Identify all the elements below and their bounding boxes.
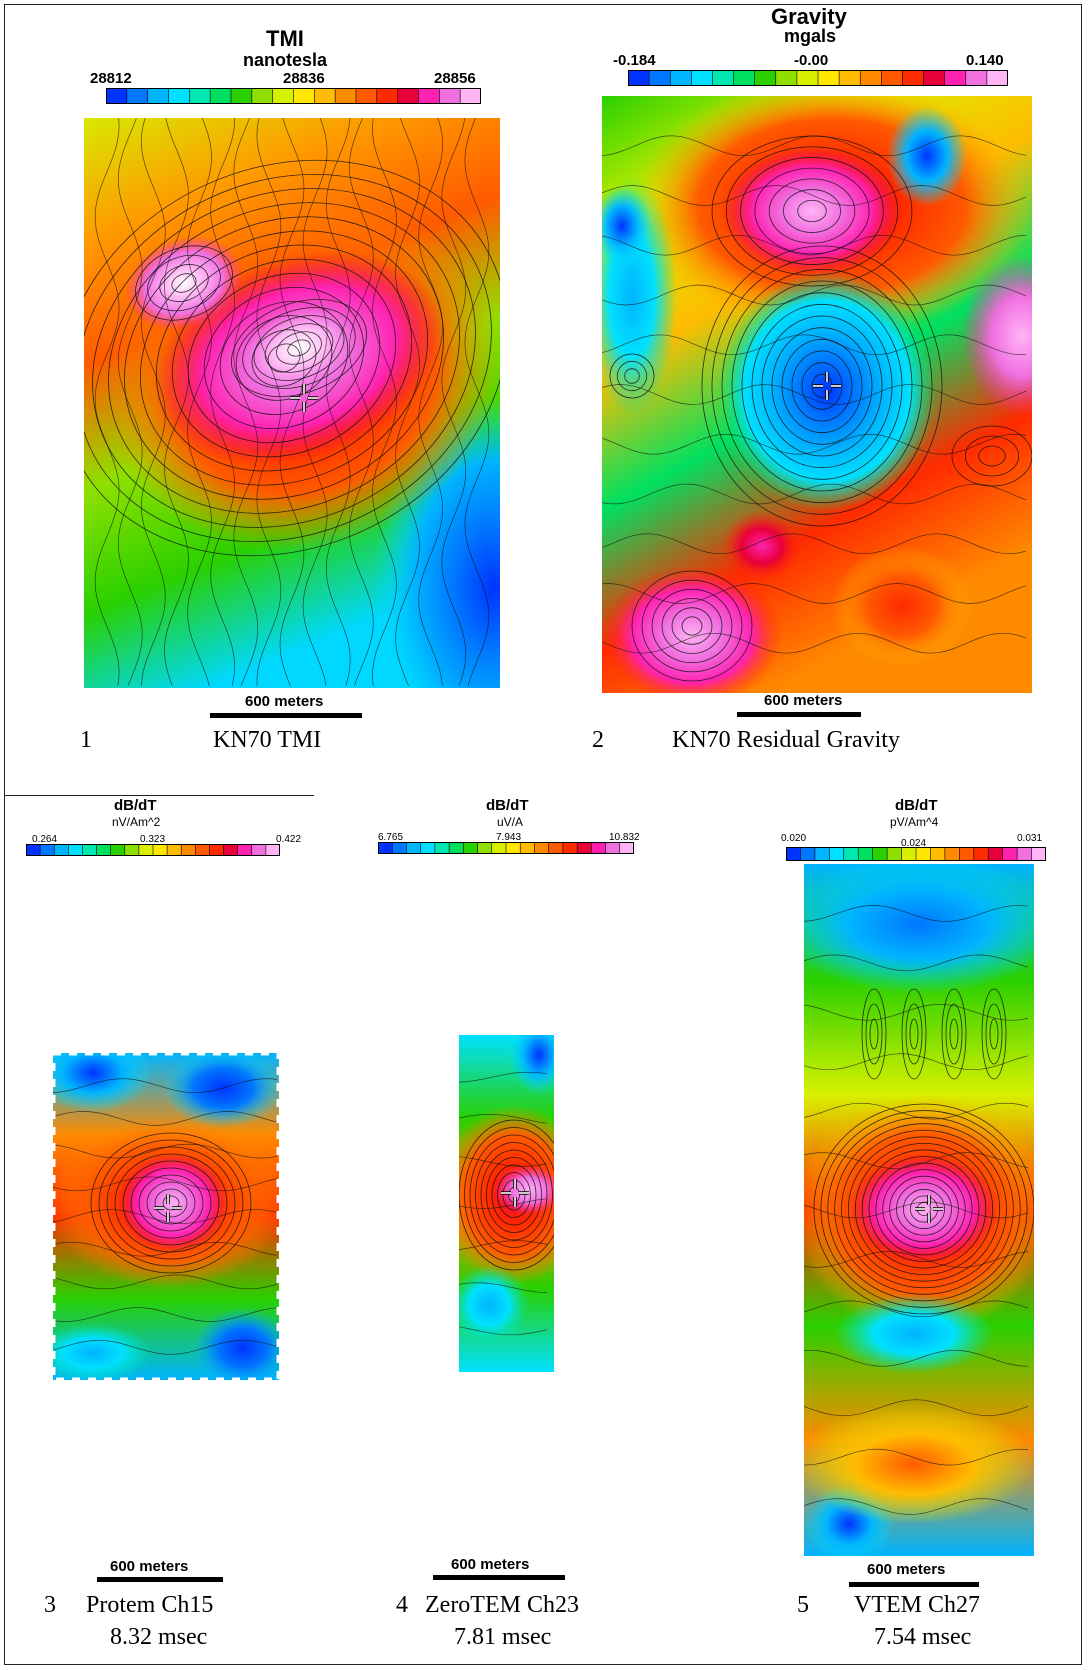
scale-label: 600 meters [110, 1558, 189, 1575]
color-scale-bar [628, 70, 1008, 86]
legend-min-label: 28812 [90, 70, 132, 87]
color-scale-bar [106, 88, 481, 104]
legend-mid-label: 0.323 [140, 834, 166, 845]
legend-mid-label: 0.024 [901, 838, 927, 849]
color-scale-bar [378, 842, 634, 854]
panel-title: Protem Ch15 [86, 1592, 214, 1618]
panel-number: 2 [592, 727, 604, 753]
divider-line [4, 795, 314, 796]
scale-bar [97, 1577, 223, 1582]
legend-mid-label: -0.00 [794, 52, 829, 69]
gravity-map [602, 96, 1032, 693]
panel-subtitle: 8.32 msec [110, 1624, 208, 1650]
legend-min-label: -0.184 [613, 52, 656, 69]
protem-map [53, 1053, 279, 1380]
panel-number: 1 [80, 727, 92, 753]
legend-title: Gravity [771, 4, 847, 29]
legend-max-label: 0.031 [1017, 833, 1043, 844]
tmi-map [84, 118, 500, 688]
legend-unit: uV/A [497, 815, 524, 829]
legend-mid-label: 7.943 [496, 832, 522, 843]
scale-label: 600 meters [245, 693, 324, 710]
legend-title: dB/dT [895, 797, 938, 814]
panel-title: KN70 TMI [213, 727, 322, 753]
legend-title: dB/dT [486, 797, 529, 814]
legend-unit: nanotesla [243, 50, 328, 70]
scale-label: 600 meters [867, 1561, 946, 1578]
legend-min-label: 6.765 [378, 832, 404, 843]
panel-subtitle: 7.81 msec [454, 1624, 552, 1650]
panel-title: VTEM Ch27 [854, 1592, 980, 1618]
scale-label: 600 meters [764, 692, 843, 709]
scale-bar [433, 1575, 565, 1580]
legend-unit: pV/Am^4 [890, 815, 939, 829]
legend-title: dB/dT [114, 797, 157, 814]
panel-number: 5 [797, 1592, 809, 1618]
color-scale-bar [26, 844, 280, 856]
legend-max-label: 0.422 [276, 834, 302, 845]
panel-number: 3 [44, 1592, 56, 1618]
color-scale-bar [786, 847, 1046, 861]
legend-title: TMI [266, 26, 304, 51]
figure-frame [4, 4, 1082, 1665]
legend-unit: nV/Am^2 [112, 815, 161, 829]
legend-mid-label: 28836 [283, 70, 325, 87]
legend-min-label: 0.020 [781, 833, 807, 844]
vtem-map [804, 864, 1034, 1556]
panel-title: KN70 Residual Gravity [672, 727, 900, 753]
scale-bar [849, 1582, 979, 1587]
scale-bar [210, 713, 362, 718]
scale-label: 600 meters [451, 1556, 530, 1573]
panel-title: ZeroTEM Ch23 [425, 1592, 579, 1618]
legend-max-label: 0.140 [966, 52, 1004, 69]
legend-min-label: 0.264 [32, 834, 58, 845]
legend-max-label: 10.832 [609, 832, 640, 843]
scale-bar [737, 712, 861, 717]
zerotem-map [459, 1035, 554, 1372]
legend-unit: mgals [784, 26, 837, 46]
panel-number: 4 [396, 1592, 408, 1618]
panel-subtitle: 7.54 msec [874, 1624, 972, 1650]
legend-max-label: 28856 [434, 70, 476, 87]
